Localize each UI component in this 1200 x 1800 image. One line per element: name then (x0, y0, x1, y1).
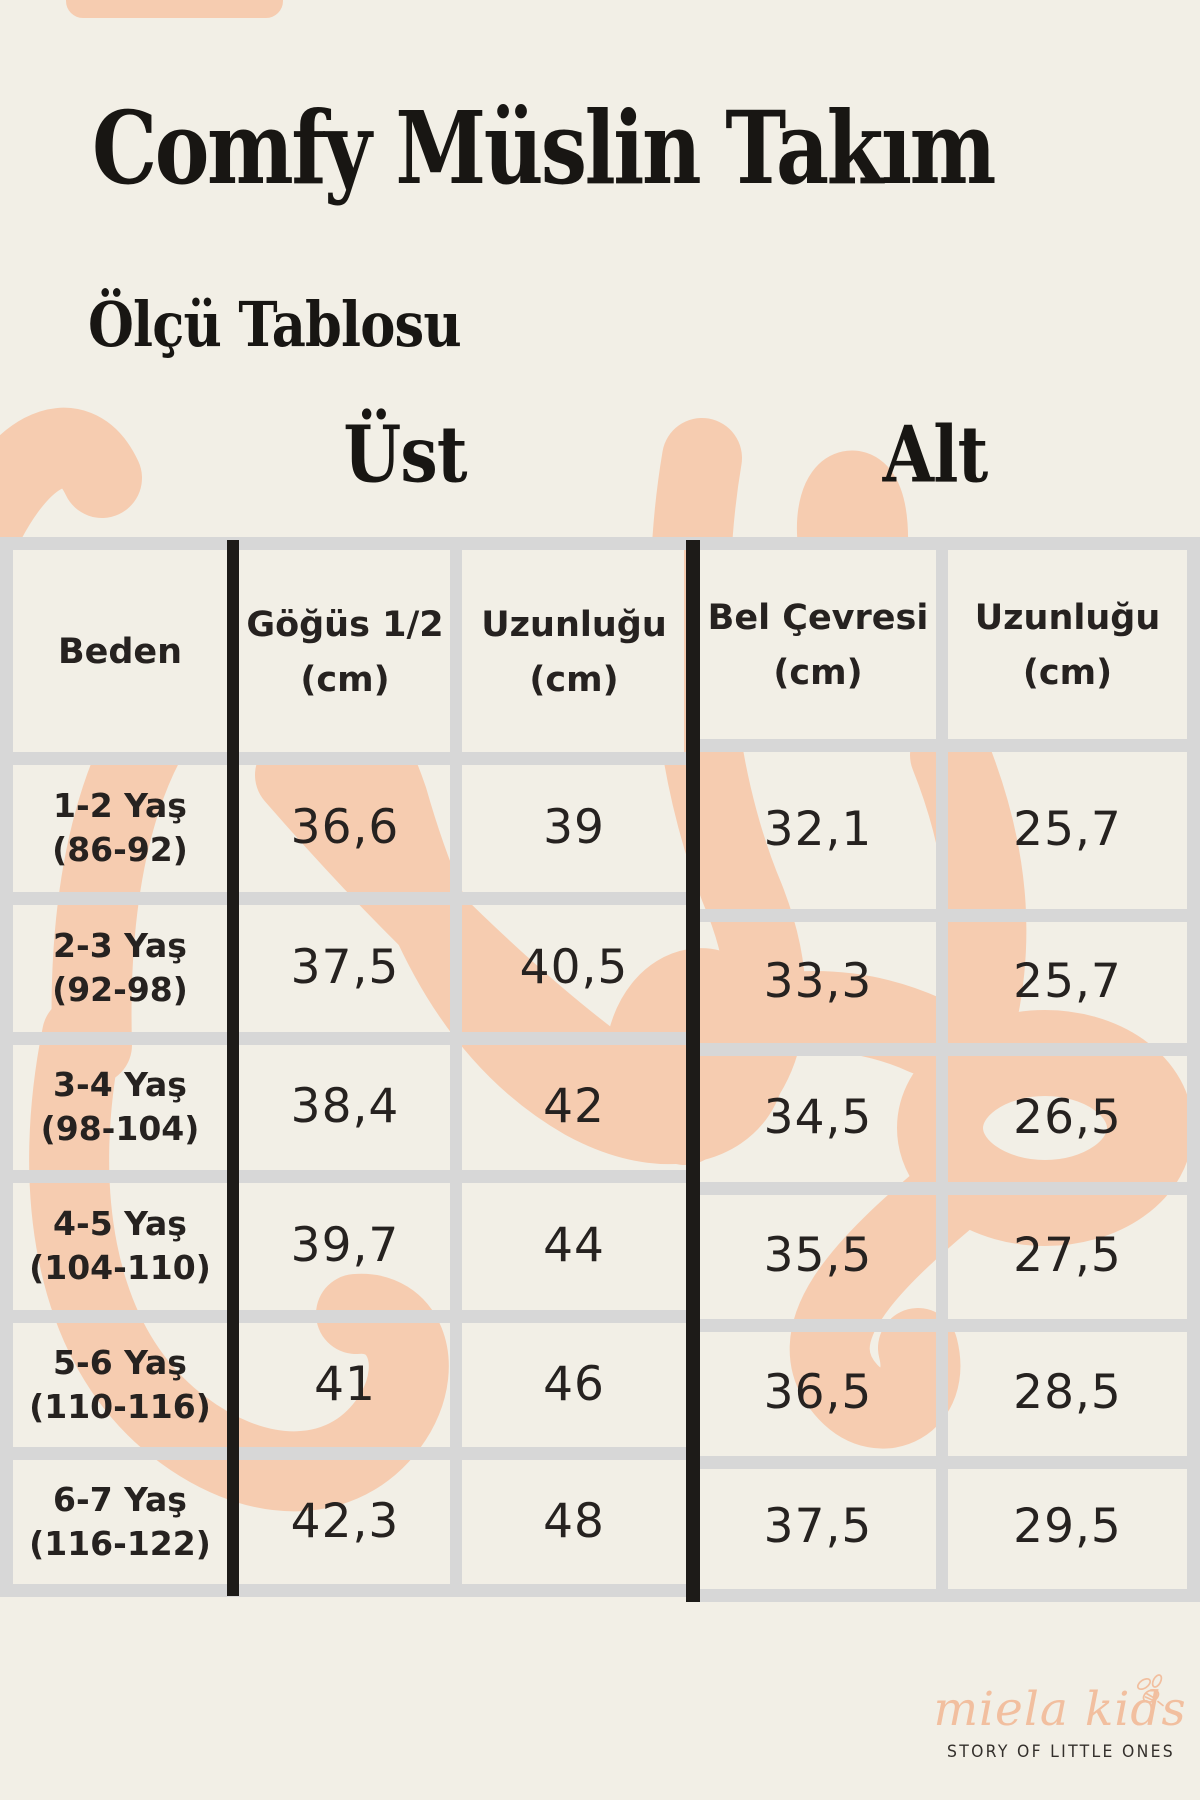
grid-line-left-edge (0, 537, 13, 1597)
header-row-background-left (13, 547, 684, 758)
bee-icon (1136, 1674, 1164, 1707)
grid-line (0, 1170, 697, 1183)
page-title: Comfy Müslin Takım (92, 89, 996, 207)
grid-line (697, 739, 1200, 752)
table-value: 25,7 (1013, 802, 1122, 857)
table-value: 37,5 (290, 940, 400, 995)
grid-line (697, 1319, 1200, 1332)
grid-line-right-edge (1187, 537, 1200, 1602)
row-label: 6-7 Yaş (116-122) (29, 1480, 211, 1563)
column-header-bel-cevresi: Bel Çevresi (cm) (707, 598, 929, 693)
column-header-alt-uzunluk: Uzunluğu (cm) (974, 598, 1161, 693)
row-label: 1-2 Yaş (86-92) (52, 786, 188, 869)
table-value: 39 (543, 800, 605, 855)
table-value: 29,5 (1013, 1499, 1122, 1554)
table-value: 27,5 (1013, 1228, 1122, 1283)
grid-line-bottom-right (697, 1589, 1200, 1602)
table-value: 26,5 (1013, 1090, 1122, 1145)
column-header-beden: Beden (57, 632, 183, 672)
grid-line-top (0, 537, 1200, 550)
table-value: 42,3 (290, 1494, 400, 1549)
table-value: 36,5 (763, 1365, 873, 1420)
grid-line (450, 537, 462, 1597)
grid-line (0, 892, 697, 905)
grid-line (0, 1310, 697, 1323)
table-value: 44 (543, 1218, 605, 1273)
divider-ust-alt (686, 540, 700, 1602)
table-value: 41 (314, 1357, 376, 1412)
group-header-ust: Üst (343, 409, 467, 501)
table-value: 34,5 (763, 1090, 873, 1145)
column-header-gogus: Göğüs 1/2 (cm) (246, 604, 444, 700)
table-value: 48 (543, 1494, 605, 1549)
brand-logo-text: miela kids (933, 1682, 1187, 1737)
table-value: 40,5 (519, 940, 629, 995)
grid-line-bottom-left (0, 1584, 697, 1597)
table-value: 38,4 (290, 1079, 400, 1134)
table-value: 39,7 (290, 1218, 400, 1273)
table-value: 46 (543, 1357, 605, 1412)
table-value: 25,7 (1013, 954, 1122, 1009)
grid-line (697, 1182, 1200, 1195)
table-value: 42 (543, 1079, 605, 1134)
row-label: 5-6 Yaş (110-116) (29, 1343, 211, 1426)
table-value: 32,1 (763, 802, 873, 857)
table-value: 37,5 (763, 1499, 873, 1554)
table-value: 33,3 (763, 954, 873, 1009)
corner-pill-decoration (66, 0, 283, 18)
grid-line (697, 1456, 1200, 1469)
grid-line (697, 1043, 1200, 1056)
column-header-ust-uzunluk: Uzunluğu (cm) (481, 604, 667, 700)
grid-line (697, 909, 1200, 922)
row-label: 3-4 Yaş (98-104) (40, 1065, 200, 1148)
row-label: 2-3 Yaş (92-98) (52, 926, 188, 1009)
grid-line (936, 537, 948, 1602)
row-label: 4-5 Yaş (104-110) (29, 1204, 211, 1287)
divider-beden (227, 540, 239, 1596)
grid-line (0, 1447, 697, 1460)
grid-line (0, 1032, 697, 1045)
table-value: 36,6 (290, 800, 400, 855)
page-subtitle: Ölçü Tablosu (88, 288, 462, 361)
group-header-alt: Alt (882, 409, 989, 501)
brand-tagline: STORY OF LITTLE ONES (946, 1742, 1176, 1762)
table-value: 35,5 (763, 1228, 873, 1283)
table-value: 28,5 (1013, 1365, 1122, 1420)
grid-line (0, 752, 697, 765)
